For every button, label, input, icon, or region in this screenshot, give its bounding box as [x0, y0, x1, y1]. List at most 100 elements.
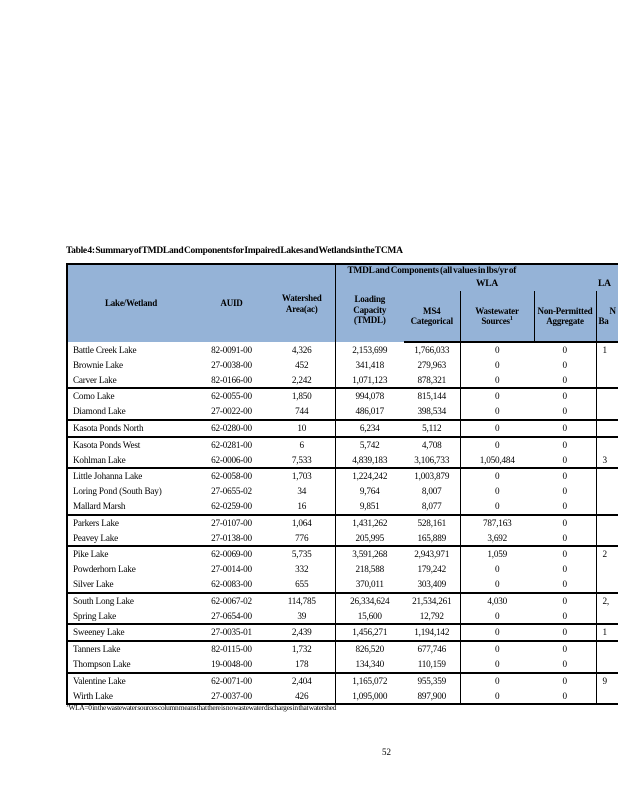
cell-la-truncated: 1 — [595, 623, 618, 642]
table-row: Silver Lake 62-0083-00 655 370,011 303,4… — [67, 576, 618, 593]
cell-auid: 19-0048-00 — [194, 656, 269, 673]
cell-non-permitted-aggregate: 0 — [534, 608, 596, 625]
cell-loading-capacity: 1,456,271 — [334, 623, 404, 642]
cell-watershed-area: 114,785 — [269, 591, 335, 609]
cell-lake-name: Parkers Lake — [67, 513, 194, 531]
cell-wastewater-sources: 0 — [459, 387, 534, 405]
cell-non-permitted-aggregate: 0 — [534, 372, 596, 389]
table-footnote: 1WLA=0 in the wastewater sources column … — [66, 703, 336, 712]
cell-ms4-categorical: 677,746 — [404, 640, 460, 657]
cell-loading-capacity: 2,153,699 — [334, 342, 404, 358]
cell-lake-name: Tanners Lake — [67, 640, 194, 657]
table-row: Wirth Lake 27-0037-00 426 1,095,000 897,… — [67, 688, 618, 705]
header-group-tmdl-components: TMDL and Components (all values in lbs/y… — [334, 264, 618, 278]
cell-ms4-categorical: 303,409 — [404, 576, 460, 593]
cell-lake-name: Kasota Ponds West — [67, 435, 194, 453]
cell-watershed-area: 744 — [269, 404, 335, 420]
cell-non-permitted-aggregate: 0 — [534, 452, 596, 469]
cell-ms4-categorical: 398,534 — [404, 404, 460, 420]
table-clip: Lake/Wetland AUID Watershed Area(ac) TMD… — [66, 263, 618, 706]
cell-la-truncated — [595, 513, 618, 531]
table-row: Kasota Ponds West 62-0281-00 6 5,742 4,7… — [67, 435, 618, 453]
header-la-group: LA — [596, 278, 618, 291]
cell-la-truncated — [595, 530, 618, 547]
cell-loading-capacity: 370,011 — [334, 576, 404, 593]
footnote-marker: 1 — [66, 702, 69, 709]
header-watershed-area: Watershed Area(ac) — [269, 264, 335, 342]
cell-la-truncated — [595, 372, 618, 389]
cell-auid: 62-0280-00 — [194, 418, 269, 437]
cell-wastewater-sources: 0 — [459, 688, 534, 705]
cell-loading-capacity: 205,995 — [334, 530, 404, 547]
cell-non-permitted-aggregate: 0 — [534, 576, 596, 593]
cell-loading-capacity: 826,520 — [334, 640, 404, 657]
cell-la-truncated — [595, 418, 618, 437]
cell-lake-name: Brownie Lake — [67, 357, 194, 373]
cell-auid: 27-0035-01 — [194, 623, 269, 642]
table-row: Little Johanna Lake 62-0058-00 1,703 1,2… — [67, 467, 618, 485]
cell-non-permitted-aggregate: 0 — [534, 688, 596, 705]
cell-watershed-area: 332 — [269, 562, 335, 577]
cell-la-truncated — [595, 608, 618, 625]
cell-wastewater-sources: 1,059 — [459, 545, 534, 563]
cell-loading-capacity: 1,165,072 — [334, 671, 404, 689]
table-row: Thompson Lake 19-0048-00 178 134,340 110… — [67, 656, 618, 673]
cell-ms4-categorical: 12,792 — [404, 608, 460, 625]
table-row: Mallard Marsh 62-0259-00 16 9,851 8,077 … — [67, 498, 618, 515]
cell-watershed-area: 1,703 — [269, 467, 335, 485]
cell-la-truncated — [595, 484, 618, 499]
cell-wastewater-sources: 0 — [459, 357, 534, 373]
cell-wastewater-sources: 0 — [459, 576, 534, 593]
header-lake-wetland: Lake/Wetland — [67, 264, 194, 342]
cell-la-truncated: 1 — [595, 342, 618, 358]
cell-auid: 62-0083-00 — [194, 576, 269, 593]
cell-wastewater-sources: 0 — [459, 484, 534, 499]
cell-wastewater-sources: 0 — [459, 435, 534, 453]
cell-non-permitted-aggregate: 0 — [534, 640, 596, 657]
cell-la-truncated — [595, 656, 618, 673]
cell-auid: 82-0115-00 — [194, 640, 269, 657]
cell-non-permitted-aggregate: 0 — [534, 530, 596, 547]
cell-loading-capacity: 1,431,262 — [334, 513, 404, 531]
cell-watershed-area: 4,326 — [269, 342, 335, 358]
cell-auid: 27-0654-00 — [194, 608, 269, 625]
header-loading-capacity: Loading Capacity (TMDL) — [334, 278, 404, 342]
cell-wastewater-sources: 1,050,484 — [459, 452, 534, 469]
cell-auid: 62-0071-00 — [194, 671, 269, 689]
footnote-marker-superscript: 1 — [509, 316, 513, 322]
cell-wastewater-sources: 0 — [459, 467, 534, 485]
cell-non-permitted-aggregate: 0 — [534, 671, 596, 689]
cell-lake-name: South Long Lake — [67, 591, 194, 609]
cell-non-permitted-aggregate: 0 — [534, 498, 596, 515]
cell-wastewater-sources: 0 — [459, 342, 534, 358]
cell-wastewater-sources: 3,692 — [459, 530, 534, 547]
cell-wastewater-sources: 0 — [459, 623, 534, 642]
cell-watershed-area: 2,242 — [269, 372, 335, 389]
cell-ms4-categorical: 2,943,971 — [404, 545, 460, 563]
cell-lake-name: Diamond Lake — [67, 404, 194, 420]
cell-auid: 62-0281-00 — [194, 435, 269, 453]
cell-lake-name: Kasota Ponds North — [67, 418, 194, 437]
cell-ms4-categorical: 815,144 — [404, 387, 460, 405]
cell-la-truncated — [595, 688, 618, 705]
table-row: Kohlman Lake 62-0006-00 7,533 4,839,183 … — [67, 452, 618, 469]
cell-wastewater-sources: 0 — [459, 671, 534, 689]
cell-la-truncated — [595, 357, 618, 373]
cell-ms4-categorical: 8,007 — [404, 484, 460, 499]
truncated-header-line2: Ba — [598, 316, 609, 326]
cell-lake-name: Loring Pond (South Bay) — [67, 484, 194, 499]
table-row: Pike Lake 62-0069-00 5,735 3,591,268 2,9… — [67, 545, 618, 563]
cell-wastewater-sources: 0 — [459, 372, 534, 389]
cell-la-truncated: 9 — [595, 671, 618, 689]
tmdl-summary-table: Lake/Wetland AUID Watershed Area(ac) TMD… — [66, 263, 618, 706]
cell-auid: 27-0038-00 — [194, 357, 269, 373]
cell-wastewater-sources: 0 — [459, 656, 534, 673]
cell-la-truncated — [595, 640, 618, 657]
header-wla-group: WLA — [404, 278, 596, 291]
table-row: South Long Lake 62-0067-02 114,785 26,33… — [67, 591, 618, 609]
table-row: Parkers Lake 27-0107-00 1,064 1,431,262 … — [67, 513, 618, 531]
cell-wastewater-sources: 0 — [459, 640, 534, 657]
cell-non-permitted-aggregate: 0 — [534, 484, 596, 499]
cell-loading-capacity: 9,851 — [334, 498, 404, 515]
